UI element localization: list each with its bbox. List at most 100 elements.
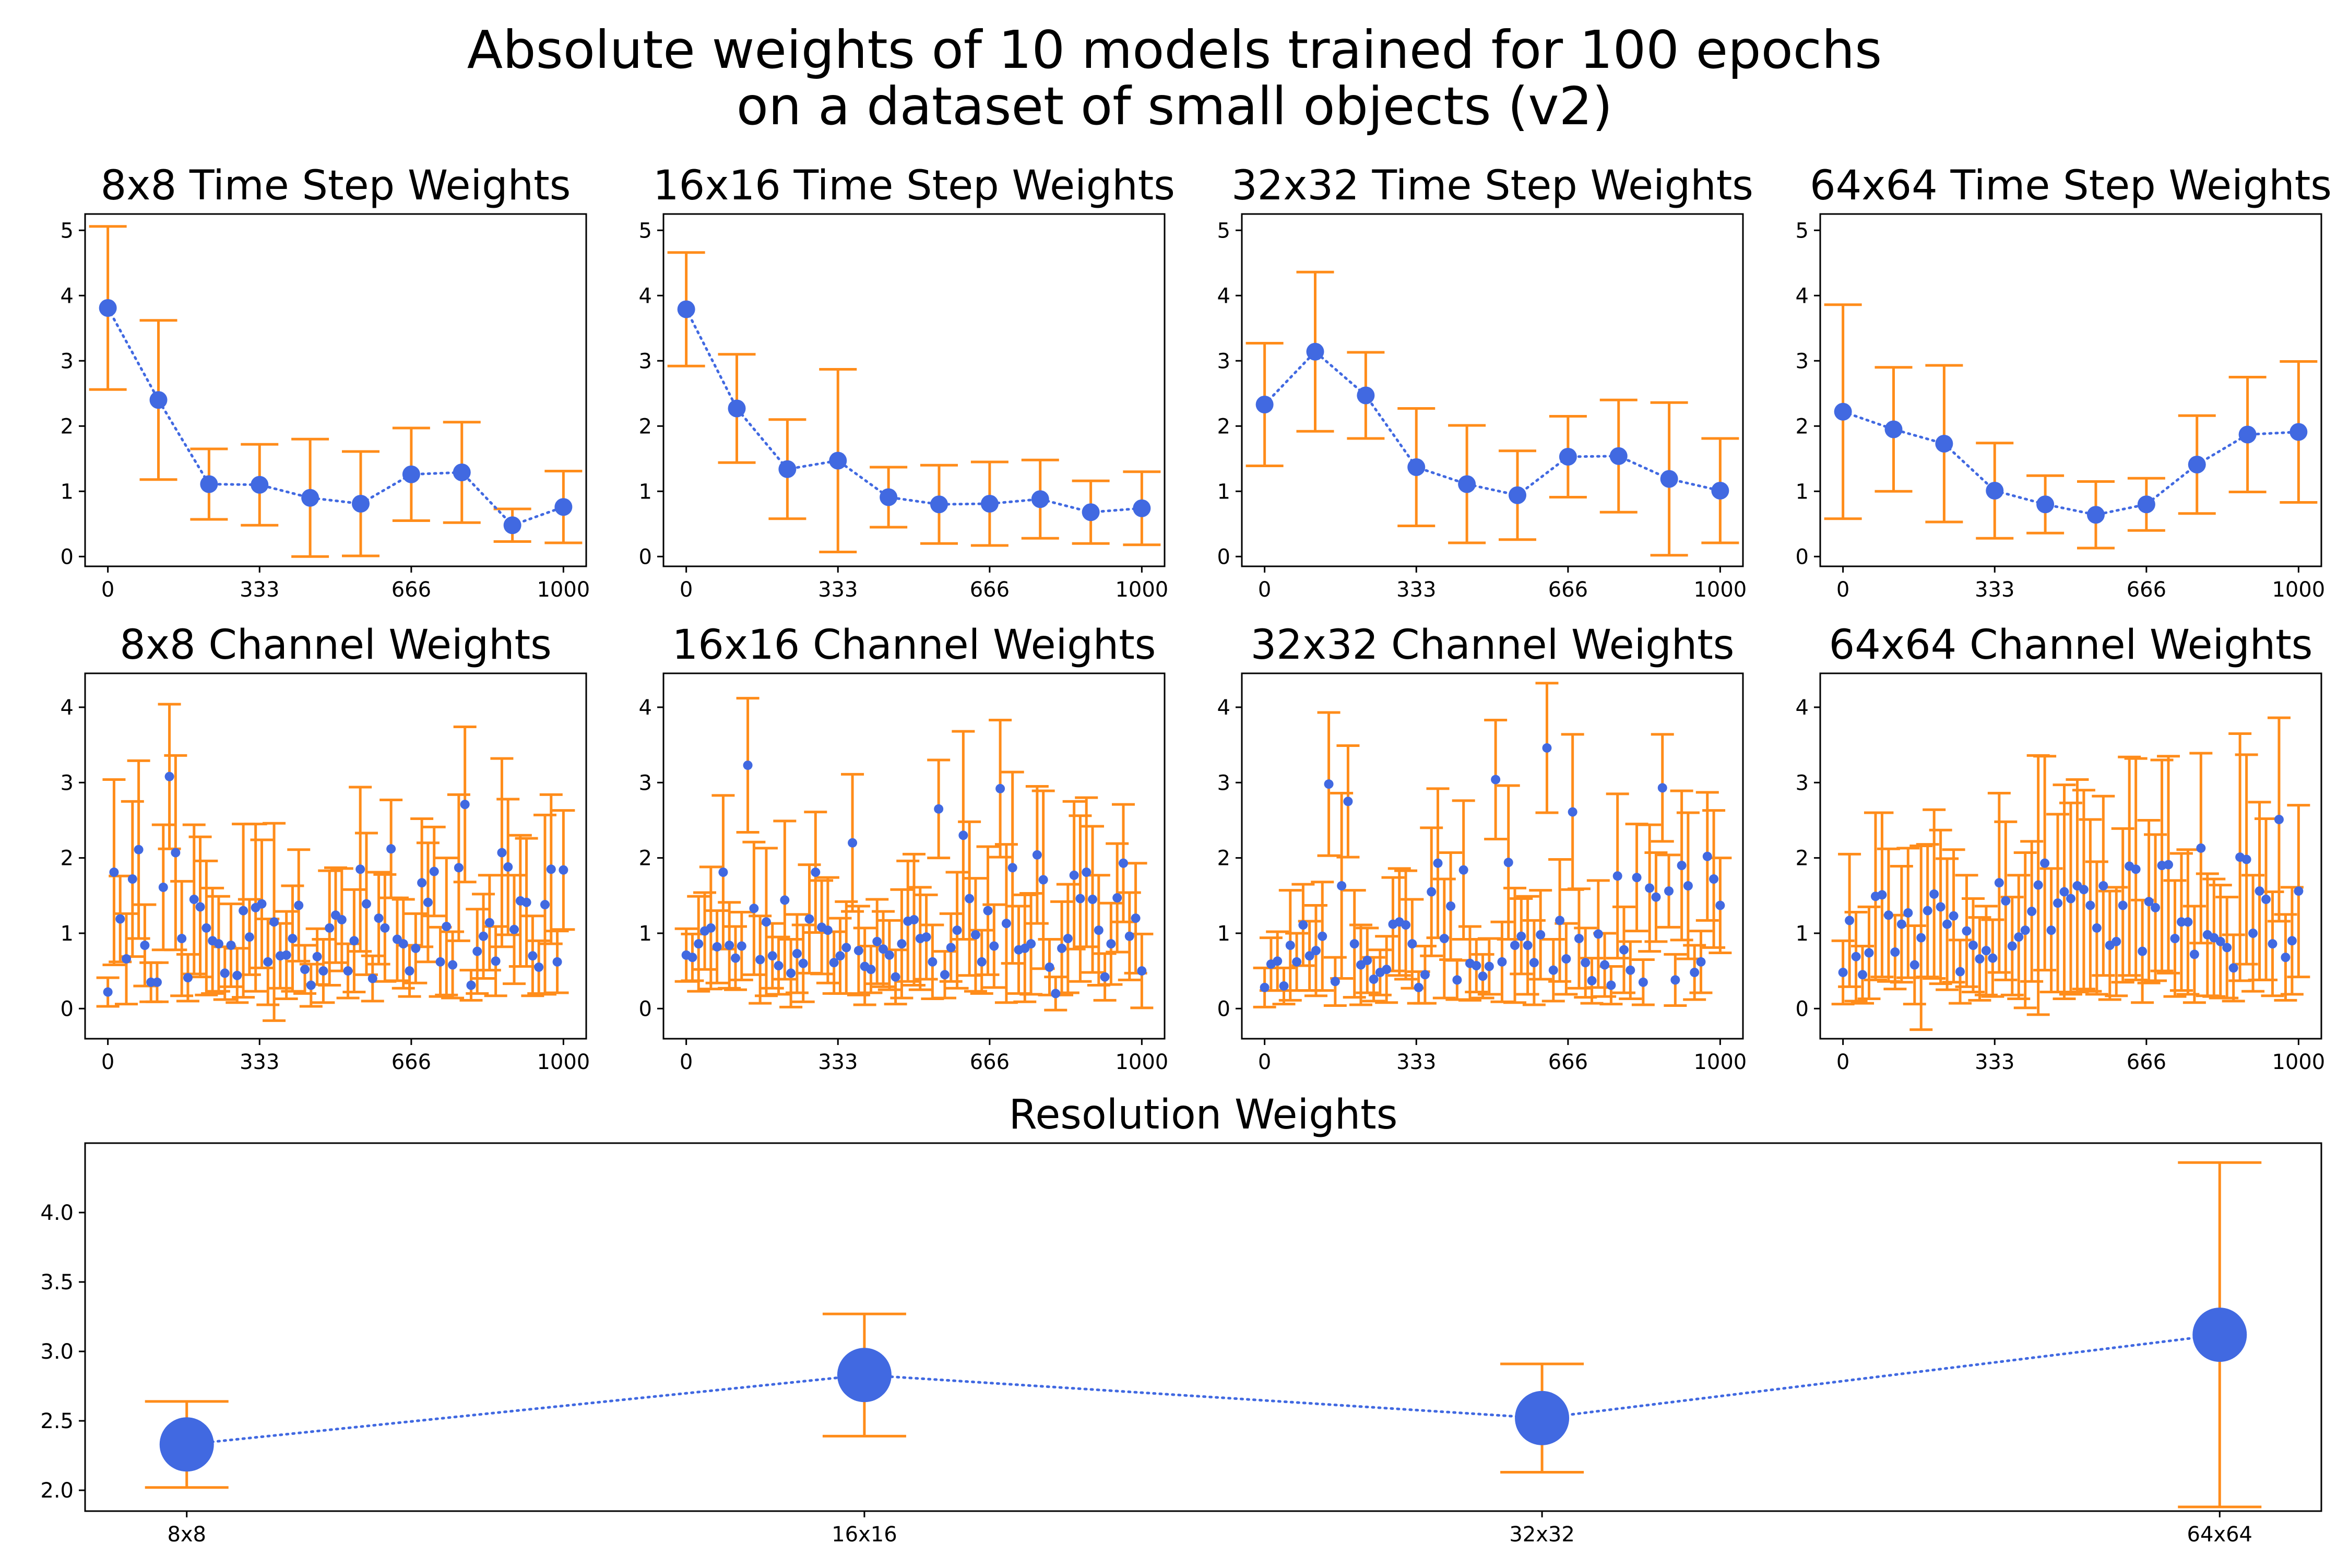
x-tick-label: 666 — [392, 1050, 431, 1074]
x-tick-label: 32x32 — [1509, 1523, 1574, 1547]
data-point — [2092, 923, 2102, 933]
data-point — [411, 943, 421, 953]
data-point — [367, 973, 377, 983]
data-point — [1260, 982, 1270, 992]
data-point — [269, 917, 279, 927]
y-tick-label: 3 — [1217, 349, 1230, 373]
data-point — [2261, 894, 2271, 904]
data-point — [1427, 887, 1437, 897]
data-point — [1306, 342, 1324, 361]
y-tick-label: 1 — [1796, 922, 1809, 946]
panel-title: 32x32 Channel Weights — [1251, 622, 1735, 669]
data-point — [2036, 495, 2055, 514]
data-point — [2027, 907, 2037, 917]
y-tick-label: 0 — [1217, 545, 1230, 569]
data-point — [1255, 396, 1274, 413]
data-point — [466, 980, 476, 990]
data-point — [402, 465, 420, 483]
data-point — [1593, 929, 1603, 939]
x-tick-label: 0 — [1836, 1050, 1849, 1074]
data-point — [1298, 920, 1308, 930]
data-point — [546, 864, 556, 874]
data-point — [115, 914, 125, 924]
data-point — [1446, 901, 1456, 911]
data-point — [1536, 930, 1546, 940]
data-point — [1337, 881, 1347, 891]
data-point — [1664, 886, 1674, 896]
y-tick-label: 2 — [639, 847, 652, 871]
data-point — [2215, 936, 2225, 946]
data-point — [1955, 967, 1965, 977]
plot-frame — [662, 672, 1166, 1040]
y-tick-label: 2 — [1217, 847, 1230, 871]
data-point — [1523, 941, 1533, 951]
data-point — [1407, 458, 1426, 476]
plot-frame — [84, 213, 587, 567]
data-point — [2189, 949, 2199, 959]
data-point — [417, 878, 427, 888]
data-point — [2287, 936, 2297, 946]
data-point — [349, 936, 359, 946]
data-point — [1916, 933, 1926, 943]
data-point — [811, 868, 821, 877]
data-point — [2111, 936, 2121, 946]
data-point — [1509, 486, 1526, 504]
x-tick-label: 333 — [1396, 578, 1436, 602]
data-point — [1935, 435, 1953, 453]
y-tick-label: 2 — [61, 847, 74, 871]
data-point — [1069, 870, 1079, 880]
data-point — [2238, 425, 2257, 444]
data-point — [2274, 815, 2284, 824]
data-point — [1851, 952, 1861, 961]
data-point — [2040, 858, 2050, 868]
data-point — [897, 939, 907, 949]
data-point — [460, 800, 470, 810]
x-tick-label: 333 — [818, 1050, 858, 1074]
data-point — [1968, 941, 1978, 951]
data-point — [1075, 894, 1085, 904]
panel-title: 16x16 Channel Weights — [672, 622, 1156, 669]
data-point — [909, 914, 919, 924]
data-point — [1548, 965, 1558, 975]
data-point — [677, 300, 695, 318]
plot-frame — [1241, 672, 1744, 1040]
data-point — [1082, 868, 1092, 877]
data-point — [2087, 506, 2105, 524]
data-point — [1619, 945, 1629, 955]
data-point — [380, 923, 390, 933]
series-line — [685, 308, 1143, 514]
data-point — [220, 968, 230, 978]
data-point — [1709, 874, 1719, 884]
data-point — [2020, 925, 2030, 935]
data-point — [1324, 779, 1334, 789]
data-point — [472, 946, 482, 956]
data-point — [1497, 957, 1507, 967]
y-tick-label: 0 — [1217, 997, 1230, 1021]
data-point — [1581, 958, 1591, 968]
panel-ts32: 32x32 Time Step Weights 0 1 2 3 4 5 0 333 666 1000 — [1217, 162, 1753, 602]
series-line — [185, 1333, 2221, 1446]
data-point — [2170, 934, 2180, 944]
data-point — [1936, 902, 1945, 912]
data-point — [435, 957, 445, 967]
data-point — [2131, 864, 2141, 874]
data-point — [374, 913, 384, 923]
panel-ch64: 64x64 Channel Weights 0 1 2 3 4 0 333 666 1000 — [1796, 622, 2326, 1074]
data-point — [848, 838, 858, 848]
data-point — [1890, 947, 1900, 957]
data-point — [980, 495, 999, 513]
panel-title: Resolution Weights — [1009, 1091, 1398, 1138]
data-point — [200, 475, 218, 493]
y-tick-label: 3 — [61, 771, 74, 795]
data-point — [1929, 889, 1939, 899]
x-tick-label: 666 — [970, 578, 1010, 602]
data-point — [1923, 906, 1932, 916]
y-tick-label: 4 — [61, 284, 74, 308]
data-point — [1137, 966, 1147, 976]
data-point — [213, 939, 223, 949]
data-point — [1516, 931, 1526, 941]
data-point — [798, 958, 808, 968]
panel-ch16: 16x16 Channel Weights 0 1 2 3 4 0 333 666 1000 — [639, 622, 1169, 1074]
data-point — [2137, 495, 2155, 514]
data-point — [386, 844, 396, 854]
